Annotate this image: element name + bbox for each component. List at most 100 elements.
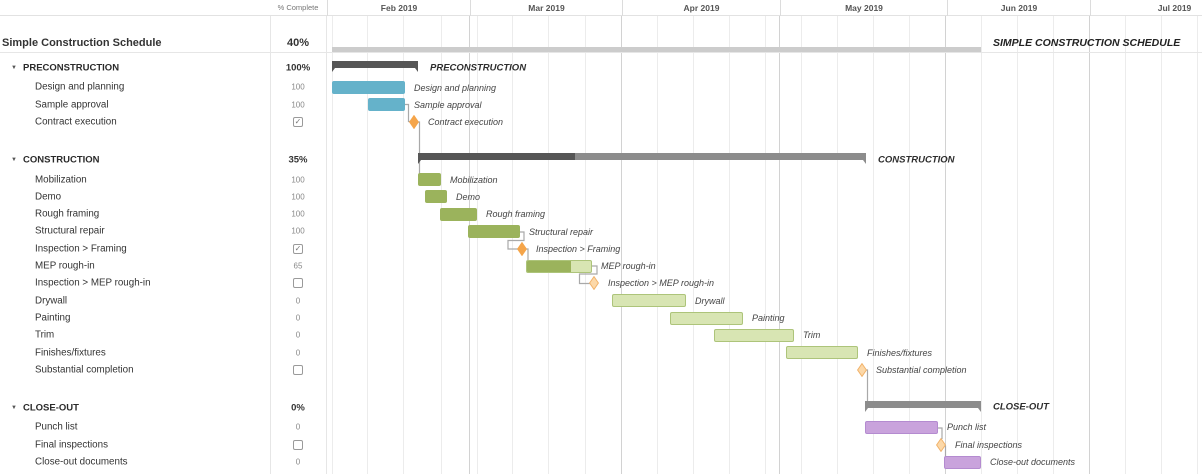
group-row[interactable]: ▼ CONSTRUCTION 35% — [0, 149, 326, 171]
percent-complete-column-header[interactable]: % Complete — [277, 3, 319, 12]
percent-complete[interactable]: 100 — [291, 226, 305, 236]
column-divider-percent[interactable] — [326, 0, 327, 474]
column-divider-names[interactable] — [270, 0, 271, 474]
week-gridline — [909, 16, 910, 474]
task-row[interactable]: Painting 0 — [0, 309, 326, 326]
percent-complete[interactable]: 0 — [295, 422, 301, 432]
percent-complete[interactable]: 35% — [288, 154, 308, 166]
month-gridline — [621, 16, 622, 474]
week-gridline — [548, 16, 549, 474]
milestone-diamond-icon[interactable] — [516, 241, 528, 257]
task-name: Structural repair — [35, 225, 105, 237]
milestone-row[interactable]: Contract execution ✓ — [0, 113, 326, 130]
collapse-triangle-icon[interactable]: ▼ — [11, 404, 17, 411]
task-row[interactable]: Close-out documents 0 — [0, 453, 326, 470]
task-bar[interactable] — [418, 173, 441, 187]
month-header: Jul 2019 — [1090, 0, 1202, 16]
task-row[interactable]: Punch list 0 — [0, 419, 326, 436]
task-bar[interactable] — [368, 98, 405, 112]
milestone-row[interactable]: Final inspections — [0, 436, 326, 453]
task-name: Contract execution — [35, 116, 117, 128]
task-row[interactable]: Finishes/fixtures 0 — [0, 344, 326, 361]
milestone-label: Inspection > Framing — [536, 243, 621, 254]
percent-complete[interactable]: 0 — [295, 457, 301, 467]
percent-complete[interactable]: 100 — [291, 192, 305, 202]
project-title[interactable]: Simple Construction Schedule — [2, 37, 162, 49]
unchecked-checkbox[interactable] — [293, 439, 303, 450]
percent-complete[interactable]: 100 — [291, 82, 305, 92]
week-gridline — [441, 16, 442, 474]
task-name: Sample approval — [35, 99, 109, 111]
percent-complete[interactable]: 100 — [291, 100, 305, 110]
task-bar[interactable] — [425, 190, 447, 204]
week-gridline — [1161, 16, 1162, 474]
percent-complete[interactable]: 0 — [295, 313, 301, 323]
task-bar[interactable] — [612, 294, 686, 308]
milestone-diamond-icon[interactable] — [588, 276, 600, 291]
project-summary-bar[interactable] — [332, 47, 981, 52]
month-header: Jun 2019 — [947, 0, 1090, 16]
task-bar[interactable] — [786, 346, 858, 360]
task-name: Inspection > Framing — [35, 243, 127, 255]
checked-checkbox[interactable]: ✓ — [293, 117, 303, 128]
milestone-row[interactable]: Inspection > MEP rough-in — [0, 275, 326, 292]
task-row[interactable]: Design and planning 100 — [0, 79, 326, 96]
group-summary-bar[interactable] — [865, 400, 981, 412]
milestone-diamond-icon[interactable] — [408, 114, 420, 130]
milestone-diamond-icon[interactable] — [935, 437, 947, 452]
unchecked-checkbox[interactable] — [293, 364, 303, 375]
task-name: Demo — [35, 191, 62, 203]
task-row[interactable]: Mobilization 100 — [0, 171, 326, 188]
week-gridline — [403, 16, 404, 474]
group-bar-label: PRECONSTRUCTION — [430, 62, 527, 73]
task-name: Substantial completion — [35, 364, 134, 376]
task-row[interactable]: Structural repair 100 — [0, 223, 326, 240]
task-bar[interactable] — [944, 455, 981, 469]
percent-complete[interactable]: 0 — [295, 330, 301, 340]
month-header: Apr 2019 — [622, 0, 780, 16]
group-row[interactable]: ▼ PRECONSTRUCTION 100% — [0, 57, 326, 79]
task-row[interactable]: Drywall 0 — [0, 292, 326, 309]
task-row[interactable]: Trim 0 — [0, 327, 326, 344]
task-bar-label: Trim — [803, 330, 821, 341]
task-name: Trim — [35, 329, 55, 341]
task-bar[interactable] — [440, 207, 477, 221]
collapse-triangle-icon[interactable]: ▼ — [11, 157, 17, 164]
task-bar[interactable] — [865, 420, 938, 434]
percent-complete[interactable]: 100 — [291, 175, 305, 185]
task-bar[interactable] — [714, 328, 794, 342]
checked-checkbox[interactable]: ✓ — [293, 243, 303, 254]
timeline-header: % Complete Feb 2019 Mar 2019 Apr 2019 May 2… — [0, 0, 1202, 16]
milestone-row[interactable]: Inspection > Framing ✓ — [0, 240, 326, 257]
task-bar[interactable] — [526, 259, 592, 273]
percent-complete[interactable]: 65 — [293, 261, 303, 271]
group-summary-bar[interactable] — [418, 153, 866, 165]
project-percent-complete: 40% — [286, 37, 310, 49]
month-header: Feb 2019 — [327, 0, 470, 16]
milestone-diamond-icon[interactable] — [856, 362, 868, 378]
group-row[interactable]: ▼ CLOSE-OUT 0% — [0, 397, 326, 419]
percent-complete[interactable]: 0 — [295, 296, 301, 306]
task-row[interactable]: MEP rough-in 65 — [0, 257, 326, 274]
group-bar-label: CONSTRUCTION — [878, 154, 955, 166]
unchecked-checkbox[interactable] — [293, 278, 303, 289]
task-bar[interactable] — [468, 225, 520, 238]
group-summary-bar[interactable] — [332, 61, 418, 72]
task-row[interactable]: Sample approval 100 — [0, 96, 326, 113]
collapse-triangle-icon[interactable]: ▼ — [11, 64, 17, 71]
task-row[interactable]: Rough framing 100 — [0, 206, 326, 223]
task-bar[interactable] — [332, 81, 405, 94]
percent-complete[interactable]: 100% — [285, 62, 311, 74]
checkmark-icon: ✓ — [294, 243, 302, 253]
week-gridline — [873, 16, 874, 474]
milestone-row[interactable]: Substantial completion — [0, 361, 326, 378]
percent-complete[interactable]: 0 — [295, 348, 301, 358]
week-gridline — [981, 16, 982, 474]
task-bar[interactable] — [670, 311, 743, 325]
task-row[interactable]: Demo 100 — [0, 188, 326, 205]
week-gridline — [332, 16, 333, 474]
checkmark-icon: ✓ — [294, 117, 302, 127]
percent-complete[interactable]: 0% — [291, 402, 305, 414]
project-bar-label: SIMPLE CONSTRUCTION SCHEDULE — [993, 37, 1181, 49]
percent-complete[interactable]: 100 — [291, 209, 305, 219]
